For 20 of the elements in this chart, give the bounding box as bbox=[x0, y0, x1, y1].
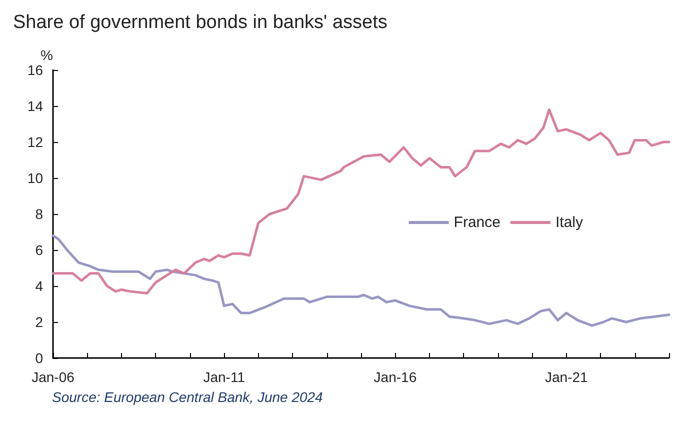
x-tick-label: Jan-06 bbox=[32, 369, 75, 385]
x-tick-label: Jan-11 bbox=[203, 369, 246, 385]
x-tick-label: Jan-16 bbox=[374, 369, 417, 385]
legend-label: Italy bbox=[555, 214, 584, 231]
y-tick-label: 4 bbox=[35, 278, 44, 294]
y-tick-label: 16 bbox=[27, 62, 44, 78]
y-tick-label: 10 bbox=[27, 170, 44, 186]
y-axis-title: % bbox=[40, 47, 53, 63]
y-tick-label: 2 bbox=[35, 314, 44, 330]
chart-title: Share of government bonds in banks' assets bbox=[13, 12, 388, 33]
y-tick-label: 0 bbox=[35, 350, 44, 366]
legend-label: France bbox=[454, 214, 500, 231]
source-note: Source: European Central Bank, June 2024 bbox=[52, 389, 324, 405]
line-series bbox=[52, 234, 670, 327]
line-series bbox=[52, 108, 670, 294]
x-tick-label: Jan-21 bbox=[544, 369, 588, 385]
y-tick-label: 14 bbox=[27, 98, 44, 114]
y-tick-label: 8 bbox=[35, 206, 44, 222]
y-tick-label: 6 bbox=[35, 242, 44, 258]
y-tick-label: 12 bbox=[27, 134, 44, 150]
